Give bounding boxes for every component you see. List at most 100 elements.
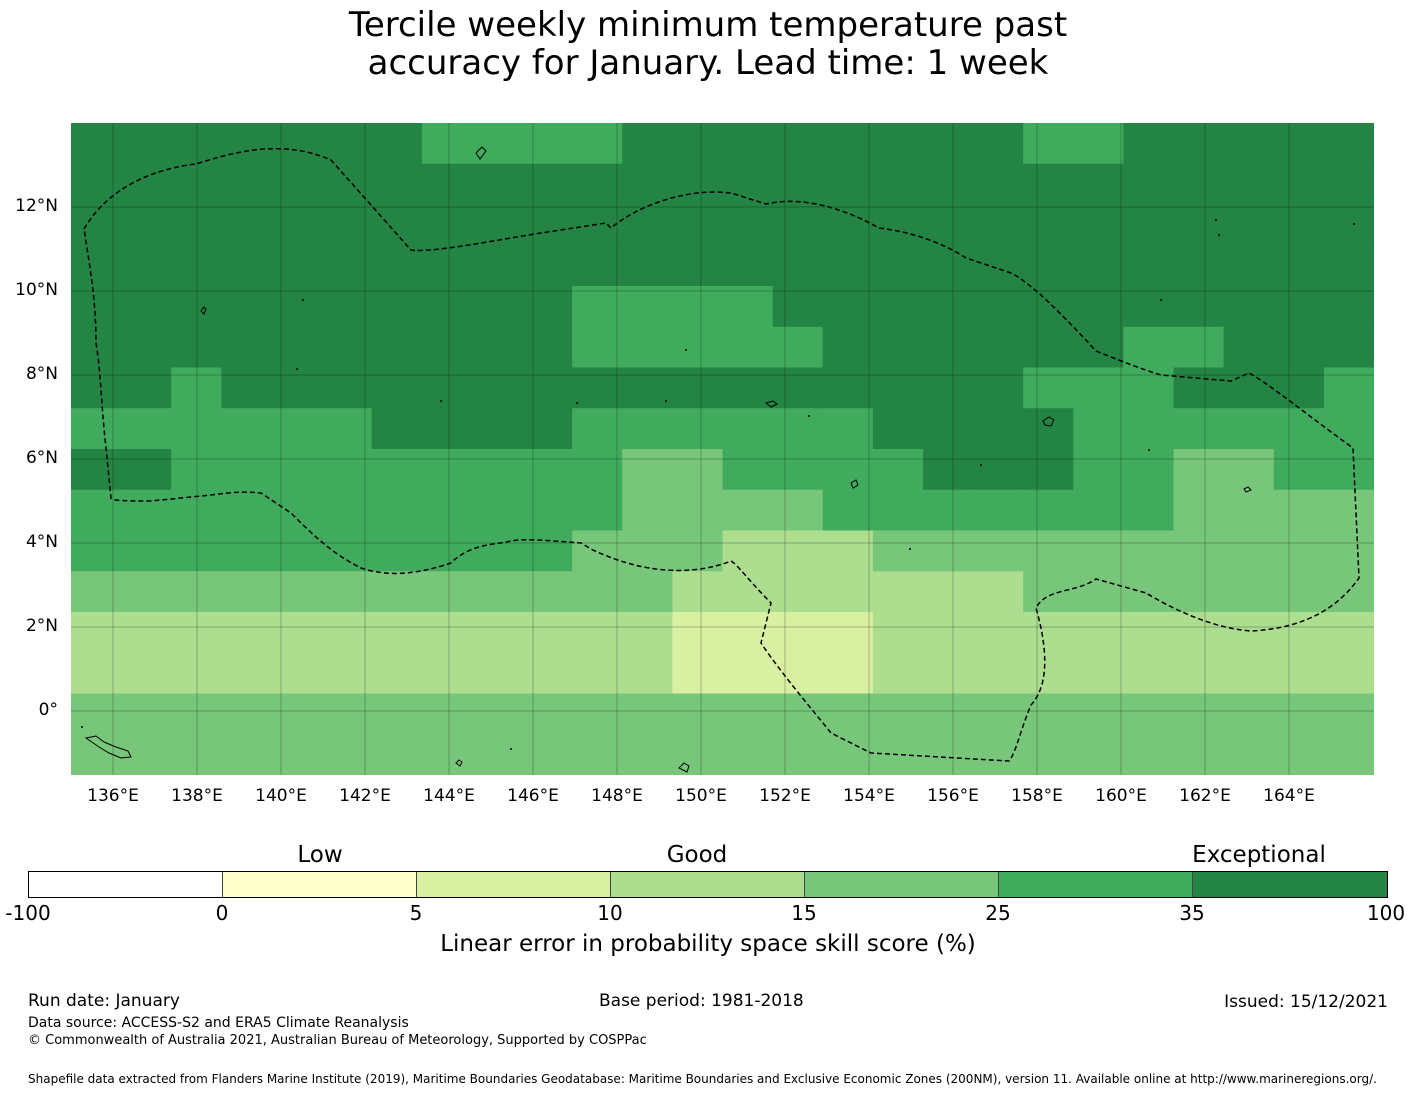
grid-cell [1173, 163, 1225, 206]
grid-cell [872, 163, 924, 206]
grid-cell [1173, 571, 1225, 613]
grid-cell [1323, 489, 1375, 532]
grid-cell [1273, 612, 1325, 654]
base-period: Base period: 1981-2018 [599, 991, 804, 1011]
grid-cell [1273, 326, 1325, 369]
grid-cell [522, 693, 573, 735]
grid-cell [1023, 123, 1074, 165]
grid-cell [872, 367, 924, 409]
grid-cell [1273, 286, 1325, 328]
grid-cell [672, 530, 724, 572]
grid-cell [421, 530, 473, 572]
grid-cell [1123, 530, 1175, 572]
grid-cell [872, 612, 924, 654]
grid-cell [471, 571, 523, 613]
grid-cell [1323, 204, 1375, 246]
grid-cell [772, 530, 824, 572]
grid-cell [1173, 367, 1225, 409]
grid-cell [1023, 449, 1074, 491]
grid-cell [722, 245, 774, 287]
grid-cell [622, 326, 673, 369]
grid-cell [772, 408, 824, 450]
grid-cell [672, 408, 724, 450]
grid-cell [1273, 245, 1325, 287]
lon-tick-150e: 150°E [675, 786, 727, 806]
grid-cell [1173, 449, 1225, 491]
grid-cell [471, 286, 523, 328]
grid-cell [922, 489, 974, 532]
grid-cell [1323, 449, 1375, 491]
grid-cell [1023, 612, 1074, 654]
grid-cell [171, 652, 222, 695]
grid-cell [121, 571, 172, 613]
grid-cell [822, 734, 874, 776]
grid-cell [622, 204, 673, 246]
grid-cell [1273, 204, 1325, 246]
grid-cell [522, 204, 573, 246]
grid-cell [622, 612, 673, 654]
grid-cell [822, 530, 874, 572]
grid-cell [1023, 245, 1074, 287]
grid-cell [1023, 734, 1074, 776]
lon-tick-154e: 154°E [843, 786, 895, 806]
grid-cell [1073, 326, 1125, 369]
lat-tick-4n: 4°N [25, 532, 58, 552]
grid-cell [1073, 123, 1125, 165]
grid-cell [71, 286, 122, 328]
grid-cell [421, 245, 473, 287]
grid-cell [522, 123, 573, 165]
grid-cell [121, 326, 172, 369]
issued-date: Issued: 15/12/2021 [1224, 992, 1388, 1012]
grid-cell [71, 571, 122, 613]
grid-cell [1323, 408, 1375, 450]
grid-cell [1173, 326, 1225, 369]
grid-cell [221, 326, 273, 369]
grid-cell [1123, 489, 1175, 532]
grid-cell [471, 408, 523, 450]
grid-cell [522, 408, 573, 450]
grid-cell [221, 245, 273, 287]
grid-cell [371, 245, 423, 287]
grid-cell [772, 612, 824, 654]
grid-cell [522, 449, 573, 491]
grid-cell [371, 652, 423, 695]
grid-cell [171, 367, 222, 409]
grid-cell [572, 326, 623, 369]
grid-cell [872, 734, 924, 776]
grid-cell [471, 489, 523, 532]
grid-cell [371, 408, 423, 450]
grid-cell [1023, 367, 1074, 409]
grid-cell [973, 367, 1024, 409]
grid-cell [1323, 326, 1375, 369]
grid-cell [1323, 652, 1375, 695]
copyright: © Commonwealth of Australia 2021, Austra… [28, 1033, 647, 1048]
grid-cell [371, 367, 423, 409]
small-islands [81, 219, 1355, 750]
colorbar-segment-5 [998, 871, 1193, 898]
grid-cell [1123, 652, 1175, 695]
grid-cell [973, 734, 1024, 776]
grid-cell [772, 571, 824, 613]
grid-cell [522, 326, 573, 369]
grid-cell [622, 367, 673, 409]
grid-cell [71, 693, 122, 735]
grid-cell [221, 693, 273, 735]
grid-cell [572, 612, 623, 654]
grid-cell [1273, 163, 1325, 206]
grid-cell [471, 734, 523, 776]
grid-cell [722, 530, 774, 572]
grid-cell [1173, 286, 1225, 328]
grid-cell [872, 652, 924, 695]
grid-cell [221, 204, 273, 246]
grid-cell [522, 286, 573, 328]
grid-cell [973, 652, 1024, 695]
grid-cell [1023, 204, 1074, 246]
grid-cell [1073, 530, 1125, 572]
grid-cell [522, 367, 573, 409]
grid-cell [1223, 612, 1275, 654]
island-outlines [84, 146, 1252, 773]
grid-cell [722, 734, 774, 776]
colorbar-category-exceptional: Exceptional [1192, 842, 1326, 868]
grid-cell [421, 367, 473, 409]
grid-cell [321, 163, 373, 206]
